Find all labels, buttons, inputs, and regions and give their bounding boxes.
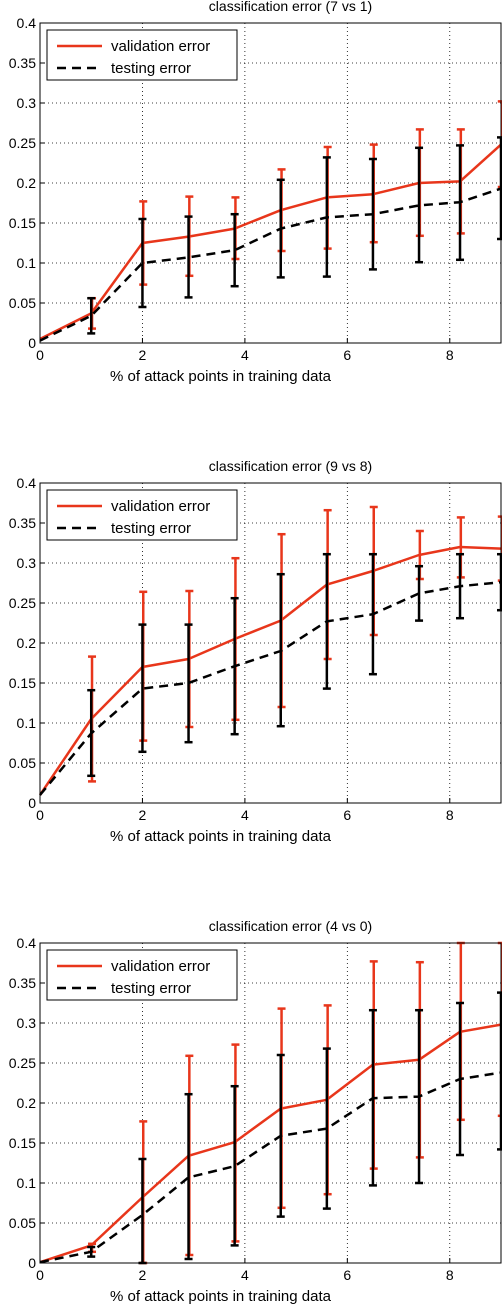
y-tick-label: 0.1 <box>17 715 37 731</box>
y-tick-label: 0.4 <box>17 15 37 31</box>
x-tick-label: 6 <box>343 1267 351 1283</box>
legend-label: validation error <box>111 38 210 55</box>
y-tick-label: 0.2 <box>17 175 37 191</box>
legend-label: testing error <box>111 980 191 997</box>
chart-title: classification error (9 vs 8) <box>209 458 372 474</box>
chart-panel-3: 0 0.05 0.1 0.15 0.2 0.25 0.3 0.35 0.4 0 2 4 6 8 valida… <box>9 918 502 1305</box>
y-tick-label: 0.3 <box>17 555 37 571</box>
legend-box <box>46 949 238 1001</box>
y-tick-label: 0.1 <box>17 255 37 271</box>
series-line <box>39 187 502 342</box>
legend: validation error testing error <box>46 489 238 541</box>
x-axis-label: % of attack points in training data <box>110 828 332 845</box>
y-tick-label: 0.05 <box>9 755 36 771</box>
axes-box <box>39 942 502 1264</box>
legend-label: testing error <box>111 60 191 77</box>
x-axis-label: % of attack points in training data <box>110 368 332 385</box>
y-tick-label: 0.25 <box>9 135 36 151</box>
x-tick-label: 0 <box>36 807 44 823</box>
y-tick-label: 0.25 <box>9 595 36 611</box>
y-tick-label: 0.25 <box>9 1055 36 1071</box>
y-tick-label: 0 <box>28 335 36 351</box>
y-tick-label: 0 <box>28 795 36 811</box>
x-tick-label: 2 <box>139 807 147 823</box>
y-tick-label: 0.15 <box>9 215 36 231</box>
y-tick-label: 0.05 <box>9 1215 36 1231</box>
x-tick-label: 8 <box>446 807 454 823</box>
y-tick-label: 0 <box>28 1255 36 1271</box>
y-tick-label: 0.35 <box>9 55 36 71</box>
chart-title: classification error (7 vs 1) <box>209 0 372 14</box>
y-tick-label: 0.15 <box>9 675 36 691</box>
x-tick-label: 4 <box>241 807 249 823</box>
axes-box <box>39 482 502 804</box>
x-tick-label: 4 <box>241 347 249 363</box>
y-tick-label: 0.15 <box>9 1135 36 1151</box>
x-tick-label: 2 <box>139 347 147 363</box>
y-tick-label: 0.1 <box>17 1175 37 1191</box>
y-tick-label: 0.4 <box>17 475 37 491</box>
chart-panel-2: 0 0.05 0.1 0.15 0.2 0.25 0.3 0.35 0.4 0 2 4 6 8 valida… <box>9 458 502 845</box>
legend-label: validation error <box>111 498 210 515</box>
x-tick-label: 6 <box>343 347 351 363</box>
legend-label: validation error <box>111 958 210 975</box>
y-tick-label: 0.2 <box>17 1095 37 1111</box>
legend-box <box>46 489 238 541</box>
x-tick-label: 8 <box>446 1267 454 1283</box>
legend: validation error testing error <box>46 949 238 1001</box>
y-tick-label: 0.3 <box>17 1015 37 1031</box>
series-testing-error <box>39 136 502 342</box>
y-tick-label: 0.4 <box>17 935 37 951</box>
legend: validation error testing error <box>46 29 238 81</box>
y-tick-label: 0.35 <box>9 515 36 531</box>
y-tick-label: 0.2 <box>17 635 37 651</box>
x-tick-label: 4 <box>241 1267 249 1283</box>
y-tick-label: 0.3 <box>17 95 37 111</box>
series-line <box>39 1071 502 1264</box>
x-axis-label: % of attack points in training data <box>110 1288 332 1305</box>
x-tick-label: 2 <box>139 1267 147 1283</box>
x-tick-label: 8 <box>446 347 454 363</box>
legend-box <box>46 29 238 81</box>
chart-title: classification error (4 vs 0) <box>209 918 372 934</box>
x-tick-label: 0 <box>36 347 44 363</box>
y-tick-label: 0.05 <box>9 295 36 311</box>
series-line <box>39 580 502 796</box>
axes-box <box>39 22 502 344</box>
series-testing-error <box>39 552 502 796</box>
y-tick-label: 0.35 <box>9 975 36 991</box>
series-testing-error <box>39 991 502 1265</box>
x-tick-label: 6 <box>343 807 351 823</box>
x-tick-label: 0 <box>36 1267 44 1283</box>
chart-panel-1: 0 0.05 0.1 0.15 0.2 0.25 0.3 0.35 0.4 0 2 4 6 8 valida… <box>9 0 502 385</box>
legend-label: testing error <box>111 520 191 537</box>
